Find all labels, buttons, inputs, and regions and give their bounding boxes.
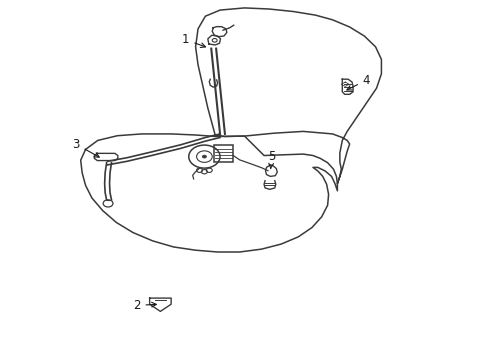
- Bar: [214, 145, 232, 162]
- Text: 1: 1: [182, 33, 205, 48]
- Text: 5: 5: [267, 150, 275, 169]
- Text: 2: 2: [133, 299, 156, 312]
- Text: 3: 3: [72, 138, 99, 157]
- Circle shape: [202, 155, 206, 158]
- Text: 4: 4: [346, 73, 369, 90]
